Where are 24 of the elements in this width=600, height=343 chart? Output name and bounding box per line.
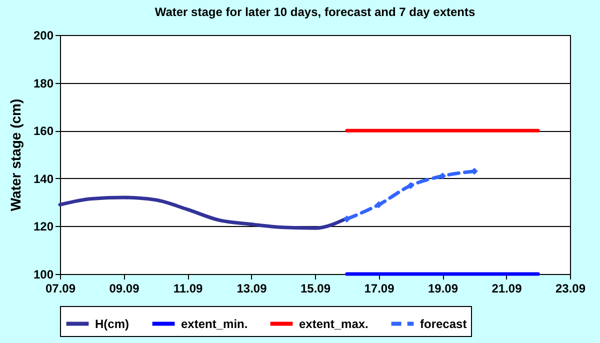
- point: [343, 215, 350, 223]
- point: [375, 201, 382, 208]
- y-tick-label: 160: [33, 124, 54, 138]
- y-axis-title: Water stage (cm): [7, 98, 24, 212]
- x-tick-label: 23.09: [555, 282, 586, 296]
- point: [407, 182, 414, 190]
- chart-title: Water stage for later 10 days, forecast and 7 day extents: [154, 5, 476, 19]
- legend-label: H(cm): [95, 316, 130, 331]
- legend-label: extent_min.: [181, 316, 248, 331]
- x-tick-label: 17.09: [364, 282, 395, 296]
- x-tick-label: 19.09: [428, 282, 458, 296]
- y-tick-label: 120: [33, 220, 54, 234]
- y-tick-label: 140: [33, 172, 54, 186]
- y-tick-label: 180: [33, 76, 54, 90]
- x-tick-label: 21.09: [492, 282, 522, 296]
- x-tick-label: 13.09: [236, 282, 268, 296]
- x-tick-label: 09.09: [109, 282, 140, 296]
- x-tick-label: 11.09: [173, 282, 204, 296]
- y-tick-label: 100: [33, 268, 54, 282]
- y-tick-label: 200: [33, 28, 54, 42]
- legend-label: forecast: [420, 316, 467, 331]
- legend-label: extent_max.: [299, 316, 368, 331]
- x-tick-label: 07.09: [45, 282, 76, 296]
- x-tick-label: 15.09: [300, 282, 331, 296]
